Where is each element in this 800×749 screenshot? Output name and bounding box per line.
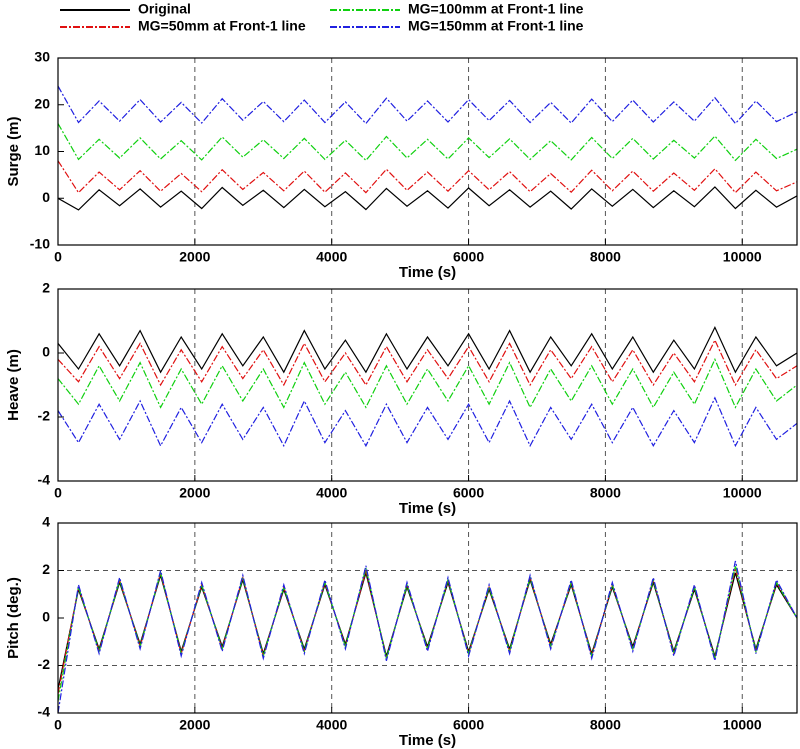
series-line bbox=[58, 85, 797, 125]
y-tick-label: 2 bbox=[42, 561, 50, 577]
series-line bbox=[58, 326, 797, 374]
legend-label: MG=100mm at Front-1 line bbox=[408, 1, 584, 17]
y-tick-label: -2 bbox=[38, 408, 51, 424]
series-line bbox=[58, 396, 797, 448]
x-tick-label: 10000 bbox=[723, 485, 762, 501]
series-line bbox=[58, 160, 797, 194]
x-tick-label: 0 bbox=[54, 485, 62, 501]
x-tick-label: 10000 bbox=[723, 249, 762, 265]
x-tick-label: 6000 bbox=[453, 717, 484, 733]
y-tick-label: 30 bbox=[34, 49, 50, 65]
x-tick-label: 8000 bbox=[590, 485, 621, 501]
y-axis-label: Surge (m) bbox=[5, 116, 22, 186]
y-tick-label: 4 bbox=[42, 514, 50, 530]
x-tick-label: 0 bbox=[54, 717, 62, 733]
y-tick-label: -4 bbox=[38, 472, 51, 488]
x-tick-label: 2000 bbox=[179, 485, 210, 501]
series-line bbox=[58, 567, 797, 695]
y-tick-label: 2 bbox=[42, 280, 50, 296]
x-axis-label: Time (s) bbox=[399, 264, 456, 281]
y-tick-label: 0 bbox=[42, 189, 50, 205]
y-axis-label: Heave (m) bbox=[5, 349, 22, 421]
y-tick-label: -2 bbox=[38, 656, 51, 672]
legend-label: MG=150mm at Front-1 line bbox=[408, 18, 584, 34]
x-tick-label: 0 bbox=[54, 249, 62, 265]
x-tick-label: 10000 bbox=[723, 717, 762, 733]
series-line bbox=[58, 338, 797, 387]
y-tick-label: 10 bbox=[34, 142, 50, 158]
series-line bbox=[58, 570, 797, 690]
x-tick-label: 2000 bbox=[179, 249, 210, 265]
y-tick-label: 20 bbox=[34, 95, 50, 111]
series-line bbox=[58, 357, 797, 409]
x-tick-label: 4000 bbox=[316, 717, 347, 733]
plot-frame bbox=[57, 522, 798, 714]
x-tick-label: 4000 bbox=[316, 485, 347, 501]
x-tick-label: 6000 bbox=[453, 485, 484, 501]
legend-label: Original bbox=[138, 1, 191, 17]
series-line bbox=[58, 123, 797, 162]
y-tick-label: -10 bbox=[30, 236, 50, 252]
plot-frame bbox=[57, 57, 798, 246]
y-tick-label: 0 bbox=[42, 609, 50, 625]
x-axis-label: Time (s) bbox=[399, 500, 456, 517]
x-axis-label: Time (s) bbox=[399, 732, 456, 749]
x-tick-label: 8000 bbox=[590, 717, 621, 733]
x-tick-label: 4000 bbox=[316, 249, 347, 265]
y-axis-label: Pitch (deg.) bbox=[5, 577, 22, 659]
series-line bbox=[58, 186, 797, 211]
series-line bbox=[58, 565, 797, 702]
legend-label: MG=50mm at Front-1 line bbox=[138, 18, 306, 34]
x-tick-label: 8000 bbox=[590, 249, 621, 265]
y-tick-label: -4 bbox=[38, 704, 51, 720]
y-tick-label: 0 bbox=[42, 344, 50, 360]
series-line bbox=[58, 560, 797, 713]
x-tick-label: 2000 bbox=[179, 717, 210, 733]
plot-frame bbox=[57, 288, 798, 482]
x-tick-label: 6000 bbox=[453, 249, 484, 265]
